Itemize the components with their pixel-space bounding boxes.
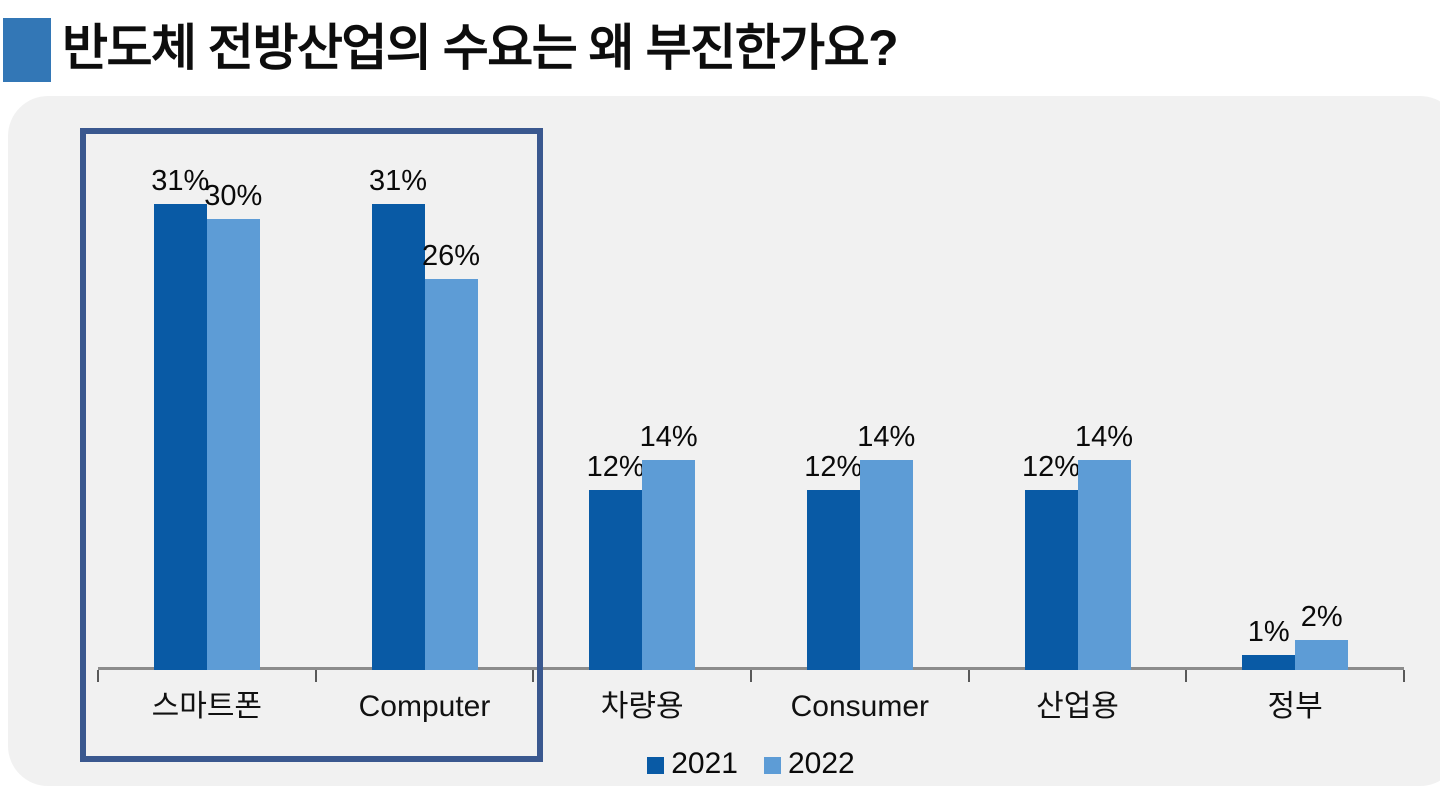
bar-2021 xyxy=(371,204,425,670)
title-marker xyxy=(3,18,51,82)
axis-tick xyxy=(967,670,970,682)
bar-value-label: 14% xyxy=(857,421,916,453)
legend-swatch xyxy=(647,756,665,774)
bar-2022 xyxy=(206,219,260,670)
category-label: 차량용 xyxy=(600,690,684,723)
category-label: Consumer xyxy=(790,690,930,723)
bar-2021 xyxy=(589,490,643,670)
bar-2022 xyxy=(1295,640,1349,670)
bar-2022 xyxy=(859,460,913,670)
axis-tick xyxy=(750,670,752,682)
bar-value-label: 31% xyxy=(151,165,210,197)
bar-value-label: 14% xyxy=(639,421,698,453)
bar-2021 xyxy=(806,490,860,670)
axis-tick xyxy=(532,670,535,682)
highlight-box xyxy=(80,128,543,762)
bar-2022 xyxy=(1077,460,1131,670)
bar-value-label: 1% xyxy=(1247,616,1290,648)
bar-value-label: 2% xyxy=(1300,601,1343,633)
bar-value-label: 14% xyxy=(1074,421,1134,453)
bar-2021 xyxy=(1242,655,1296,670)
axis-tick xyxy=(314,670,317,682)
bar-2022 xyxy=(424,279,478,670)
bar-value-label: 31% xyxy=(368,165,428,197)
category-label: 산업용 xyxy=(1036,690,1119,723)
category-label: 스마트폰 xyxy=(151,690,263,723)
bar-value-label: 26% xyxy=(421,240,481,272)
chart-legend: 2021 2022 xyxy=(98,748,1404,780)
legend-label: 2021 xyxy=(671,747,738,780)
bar-value-label: 12% xyxy=(1021,451,1081,483)
bar-2021 xyxy=(153,204,207,670)
axis-tick xyxy=(1185,670,1188,682)
bar-value-label: 12% xyxy=(804,451,863,483)
legend-item: 2022 xyxy=(764,748,855,780)
x-axis-line xyxy=(98,667,1404,670)
axis-tick xyxy=(1403,670,1405,682)
bar-value-label: 30% xyxy=(204,180,263,212)
bar-value-label: 12% xyxy=(586,451,645,483)
legend-swatch xyxy=(764,756,781,774)
axis-tick xyxy=(97,670,99,682)
legend-label: 2022 xyxy=(788,747,855,780)
category-label: Computer xyxy=(358,690,491,723)
bar-2021 xyxy=(1024,490,1078,670)
bar-2022 xyxy=(642,460,696,670)
page-title: 반도체 전방산업의 수요는 왜 부진한가요? xyxy=(62,20,899,76)
legend-item: 2021 xyxy=(647,748,738,780)
category-label: 정부 xyxy=(1267,690,1323,723)
